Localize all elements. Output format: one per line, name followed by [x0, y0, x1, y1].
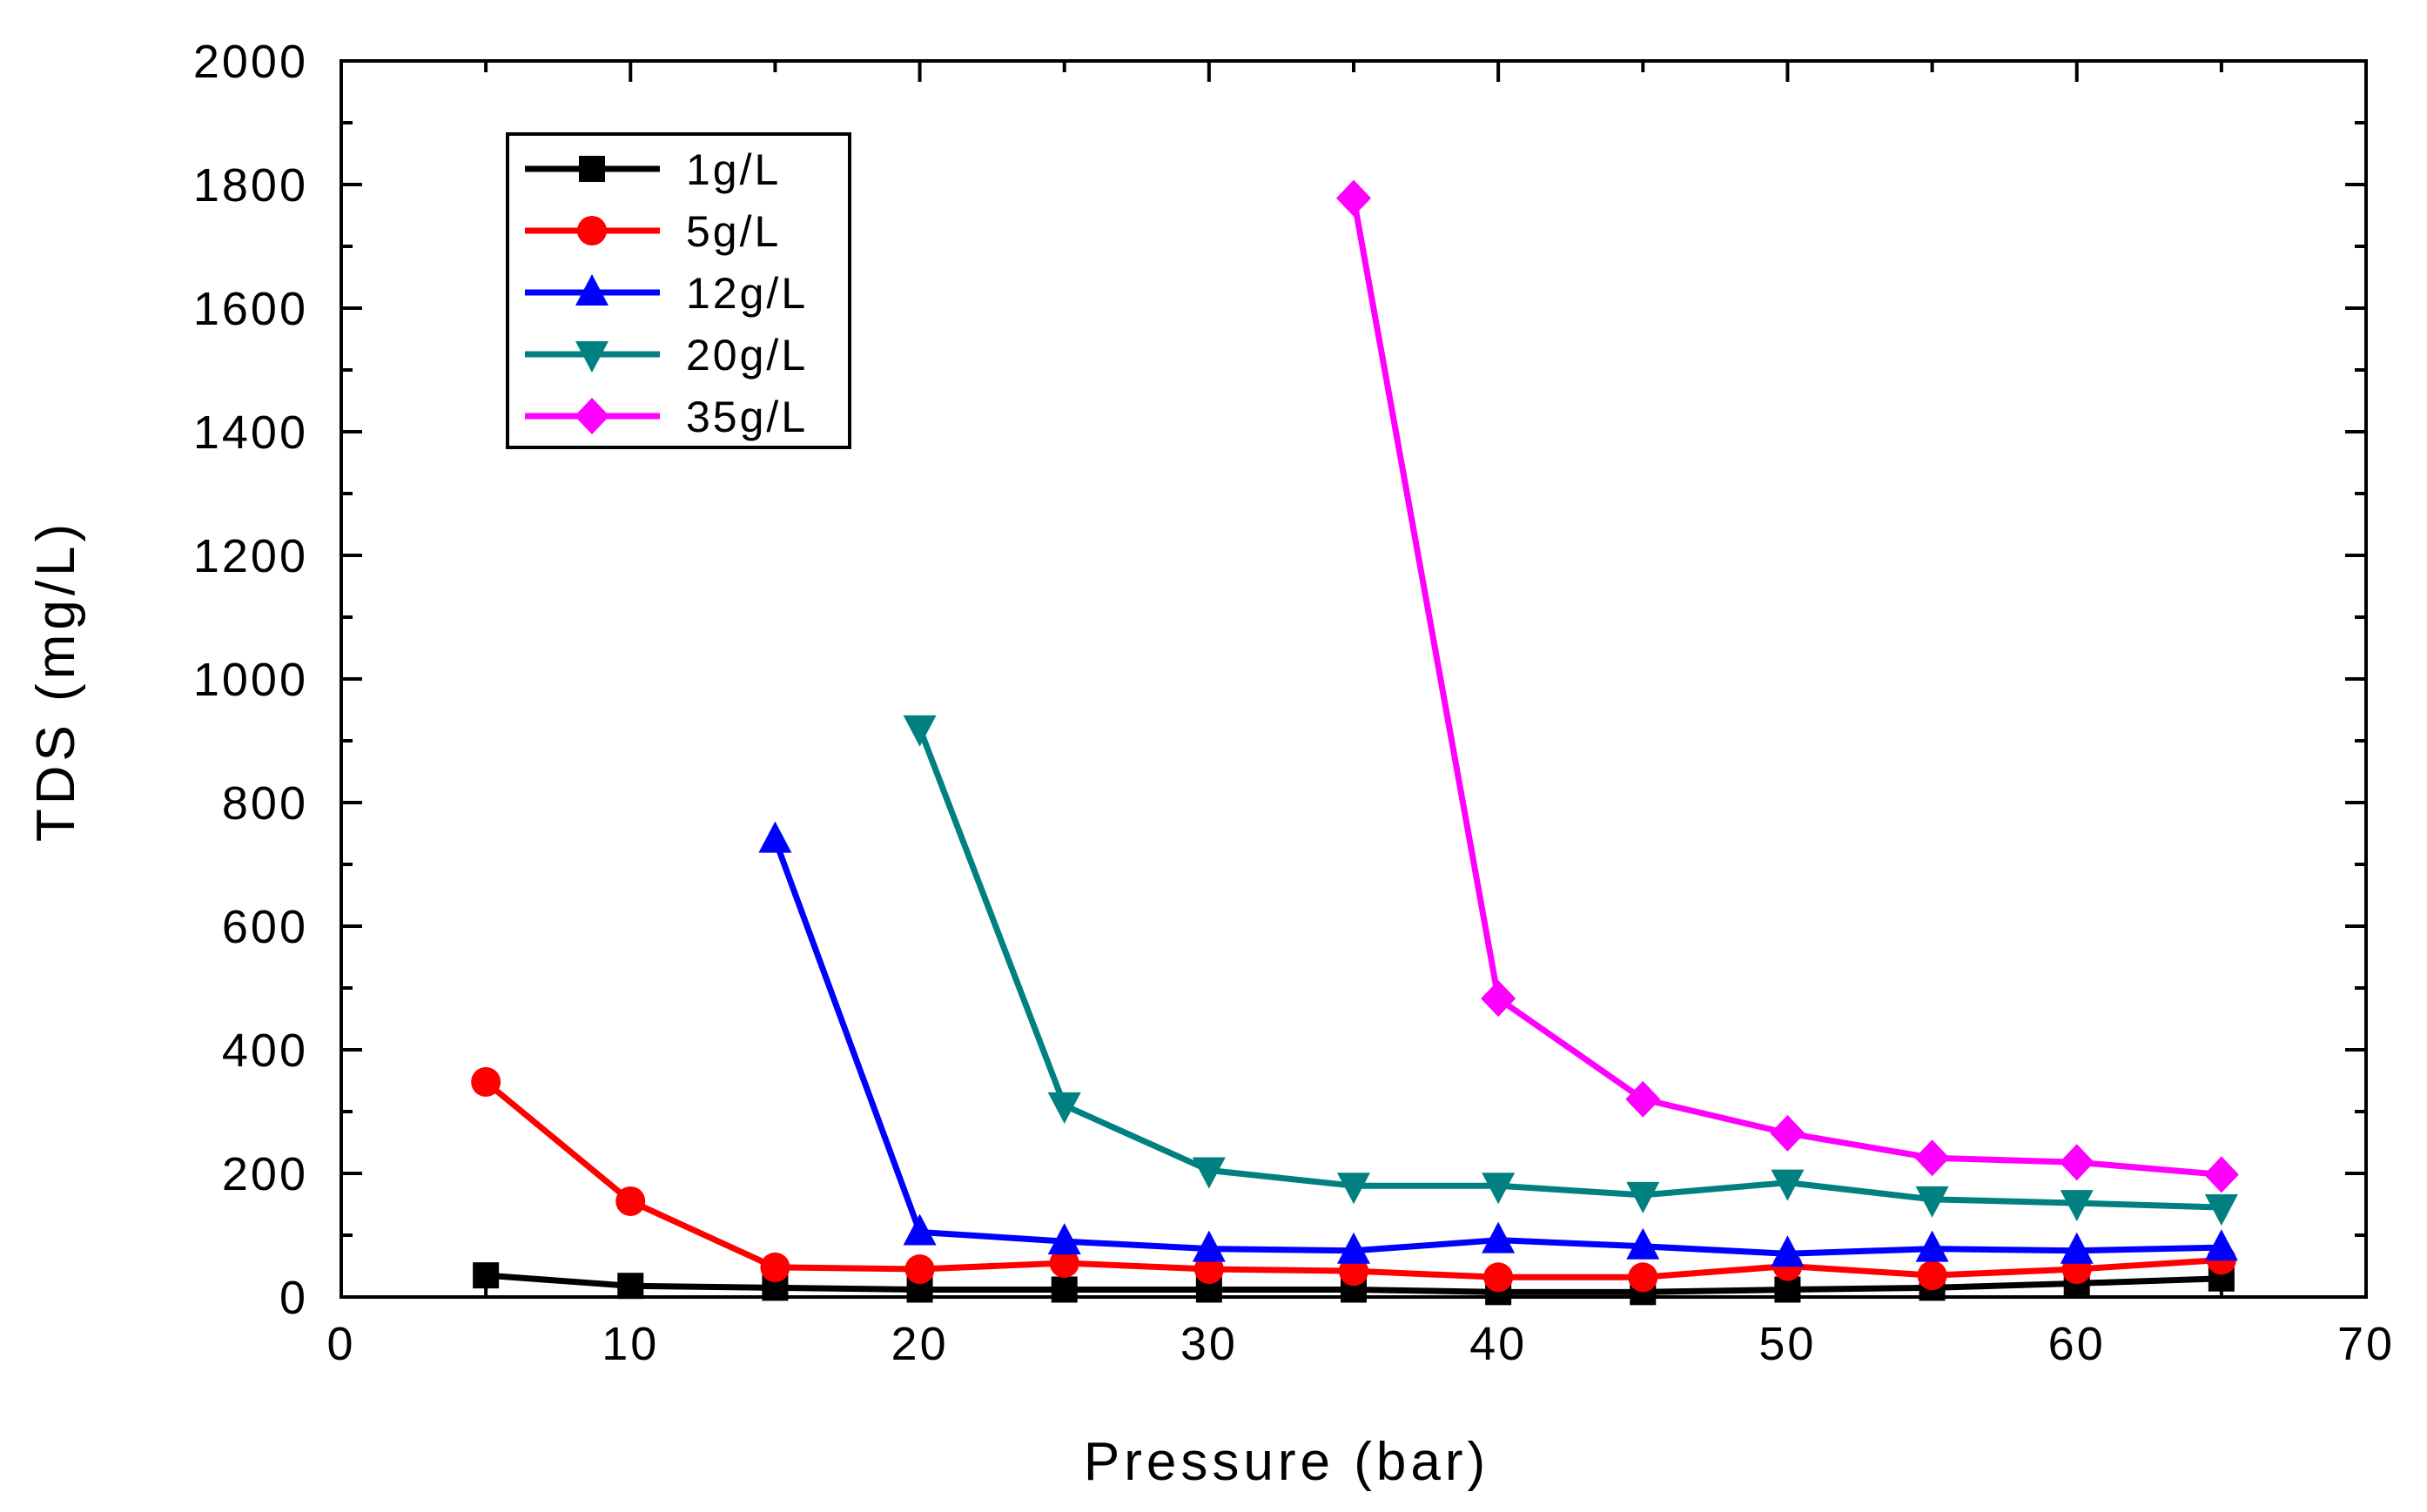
data-point-12g-l [903, 1213, 937, 1246]
x-tick-label: 30 [1180, 1318, 1238, 1370]
y-tick-label: 2000 [193, 36, 308, 88]
y-tick-label: 0 [279, 1272, 308, 1324]
legend-marker-20g-l [575, 341, 608, 373]
data-point-12g-l [1047, 1223, 1081, 1255]
data-point-20g-l [1626, 1181, 1660, 1213]
data-point-20g-l [1337, 1173, 1370, 1205]
y-tick-label: 600 [222, 901, 308, 953]
y-tick-label: 1600 [193, 283, 308, 335]
data-point-35g-l [1914, 1139, 1950, 1177]
data-point-1g-l [617, 1273, 644, 1300]
data-point-1g-l [473, 1262, 500, 1289]
x-tick-label: 20 [891, 1318, 949, 1370]
x-tick-label: 60 [2048, 1318, 2106, 1370]
legend-label-5g-l: 5g/L [686, 207, 781, 256]
data-point-12g-l [1482, 1221, 1516, 1253]
data-point-20g-l [2204, 1194, 2238, 1226]
legend-label-12g-l: 12g/L [686, 269, 808, 318]
data-point-20g-l [2060, 1190, 2094, 1222]
tick-labels: 0 10 20 30 40 50 60 70 0 200 400 600 800 1000 1200 1400… [193, 36, 2395, 1370]
data-point-35g-l [1336, 179, 1371, 217]
legend-label-1g-l: 1g/L [686, 145, 781, 194]
data-point-5g-l [1049, 1247, 1079, 1278]
series-20g-l [903, 715, 2238, 1226]
x-tick-label: 0 [326, 1318, 355, 1370]
data-point-12g-l [1915, 1230, 1949, 1262]
data-point-20g-l [1482, 1173, 1516, 1205]
series-line-35g-l [1350, 197, 2222, 1178]
data-point-35g-l [1770, 1114, 1805, 1152]
x-tick-label: 70 [2337, 1318, 2395, 1370]
data-point-35g-l [2059, 1144, 2094, 1181]
y-tick-label: 800 [222, 777, 308, 830]
legend-label-20g-l: 20g/L [686, 331, 808, 380]
legend-marker-1g-l [579, 156, 605, 182]
data-point-20g-l [1915, 1186, 1949, 1218]
data-point-20g-l [1771, 1169, 1805, 1201]
data-point-5g-l [615, 1186, 646, 1216]
y-tick-label: 400 [222, 1025, 308, 1077]
y-tick-label: 1000 [193, 654, 308, 706]
x-tick-label: 40 [1469, 1318, 1527, 1370]
legend-marker-5g-l [577, 216, 607, 245]
data-point-5g-l [760, 1252, 790, 1282]
data-point-1g-l [1051, 1276, 1078, 1303]
data-point-12g-l [758, 821, 792, 853]
legend: 1g/L 5g/L 12g/L 20g/L 35g/L [506, 132, 851, 449]
data-point-5g-l [1628, 1262, 1658, 1293]
data-point-12g-l [1192, 1230, 1226, 1262]
data-point-20g-l [1192, 1157, 1226, 1189]
data-point-12g-l [2060, 1232, 2094, 1264]
data-point-12g-l [1337, 1232, 1370, 1264]
y-axis-title: TDS (mg/L) [26, 520, 86, 842]
legend-label-35g-l: 35g/L [686, 393, 808, 441]
legend-marker-12g-l [575, 274, 608, 306]
data-point-12g-l [2204, 1229, 2238, 1261]
x-tick-label: 10 [602, 1318, 659, 1370]
series-line-20g-l [917, 727, 2222, 1211]
data-point-5g-l [1917, 1260, 1947, 1291]
data-point-35g-l [1481, 980, 1516, 1018]
series-35g-l [1336, 179, 2239, 1193]
y-tick-label: 1200 [193, 530, 308, 582]
series-12g-l [758, 821, 2238, 1267]
series-layer [471, 179, 2239, 1306]
x-tick-label: 50 [1758, 1318, 1816, 1370]
legend-marker-35g-l [575, 398, 609, 434]
data-point-5g-l [471, 1066, 501, 1097]
data-point-12g-l [1626, 1227, 1660, 1260]
data-point-5g-l [1483, 1262, 1514, 1293]
data-point-5g-l [904, 1254, 935, 1285]
y-tick-label: 1800 [193, 159, 308, 212]
data-point-20g-l [1047, 1092, 1081, 1124]
y-tick-label: 1400 [193, 407, 308, 459]
data-point-35g-l [1625, 1080, 1661, 1118]
x-axis-title: Pressure (bar) [1084, 1432, 1489, 1492]
y-tick-label: 200 [222, 1148, 308, 1200]
data-point-20g-l [903, 715, 937, 747]
data-point-12g-l [1771, 1235, 1805, 1267]
data-point-35g-l [2203, 1156, 2239, 1193]
